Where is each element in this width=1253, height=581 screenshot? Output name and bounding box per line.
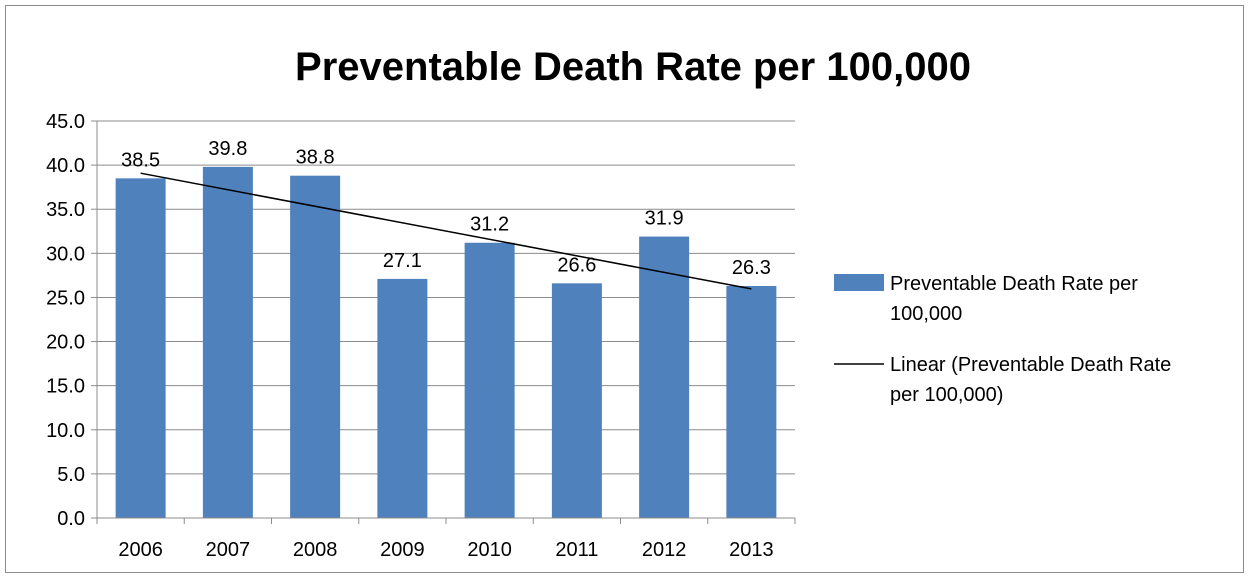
x-tick-label: 2008 (293, 539, 338, 561)
bar (726, 285, 777, 518)
gridlines (97, 120, 795, 475)
bar (551, 283, 602, 518)
x-tick-label: 2011 (555, 539, 598, 561)
y-tick-label: 45.0 (46, 111, 85, 133)
y-tick-label: 25.0 (46, 287, 85, 309)
legend-label: Linear (Preventable Death Rate (890, 354, 1171, 376)
trendline-path (140, 172, 752, 290)
y-tick-label: 20.0 (46, 332, 85, 354)
y-tick-label: 40.0 (46, 155, 85, 177)
trendline (140, 172, 752, 290)
legend-label: 100,000 (890, 303, 962, 325)
bar (202, 166, 253, 518)
x-tick-label: 2006 (118, 539, 163, 561)
data-label: 38.8 (296, 147, 335, 169)
data-label: 31.9 (645, 208, 684, 230)
x-tick-label: 2012 (642, 539, 687, 561)
x-tick-label: 2009 (380, 539, 425, 561)
data-label: 39.8 (208, 138, 247, 160)
data-label: 26.6 (557, 254, 596, 276)
y-tick-label: 35.0 (46, 199, 85, 221)
chart-title: Preventable Death Rate per 100,000 (295, 45, 971, 89)
x-tick-label: 2007 (206, 539, 251, 561)
legend-label: per 100,000) (890, 384, 1003, 406)
data-label: 38.5 (121, 149, 160, 171)
y-tick-label: 15.0 (46, 376, 85, 398)
x-tick-label: 2013 (729, 539, 774, 561)
bar (464, 242, 515, 518)
bar (639, 236, 690, 518)
legend: Preventable Death Rate per 100,000 Linear … (834, 273, 1171, 406)
x-tick-label: 2010 (467, 539, 512, 561)
bar (377, 278, 428, 518)
y-tick-label: 0.0 (57, 508, 85, 530)
bar (115, 178, 166, 518)
y-tick-label: 10.0 (46, 420, 85, 442)
x-axis-tick-labels: 2006 2007 2008 2009 2010 2011 2012 2013 (118, 539, 773, 561)
y-tick-label: 5.0 (57, 464, 85, 486)
bar (290, 175, 341, 518)
axes (91, 120, 796, 524)
data-label: 27.1 (383, 250, 422, 272)
legend-swatch-bar (834, 274, 884, 291)
legend-label: Preventable Death Rate per (890, 273, 1138, 295)
y-axis-tick-labels: 0.0 5.0 10.0 15.0 20.0 25.0 30.0 35.0 40.0 45.0 (46, 111, 85, 530)
data-label: 31.2 (470, 214, 509, 236)
data-labels: 38.5 39.8 38.8 27.1 31.2 26.6 31.9 26.3 (121, 138, 771, 279)
bar-series (115, 166, 777, 518)
data-label: 26.3 (732, 257, 771, 279)
y-tick-label: 30.0 (46, 243, 85, 265)
